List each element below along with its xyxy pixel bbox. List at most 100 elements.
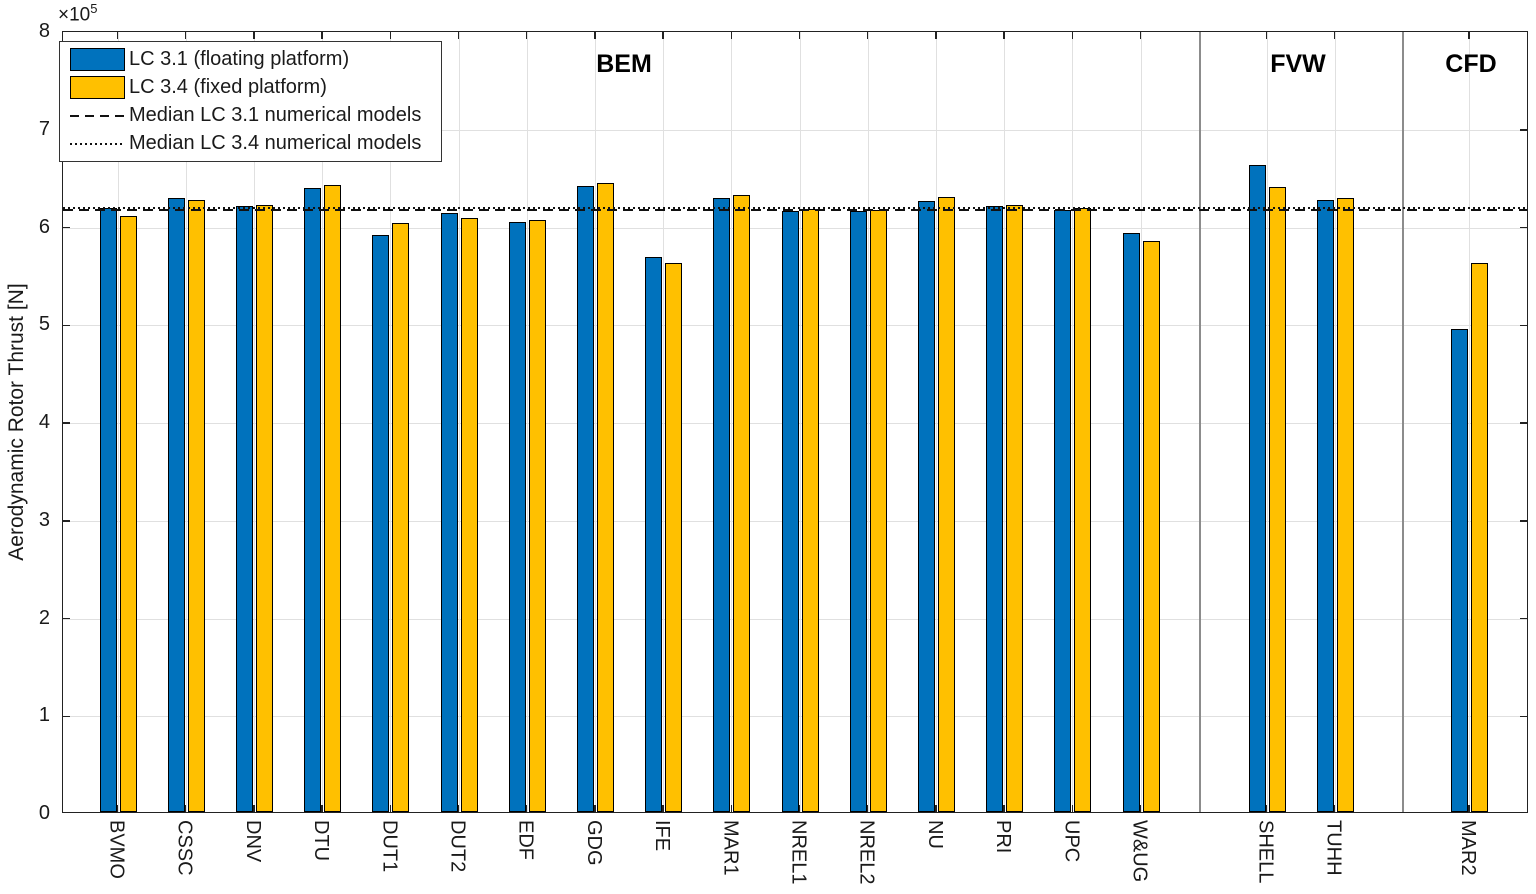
x-gridline: [594, 32, 596, 812]
x-tick-mark-top: [935, 32, 937, 39]
x-gridline: [1334, 32, 1336, 812]
y-tick-mark-right: [1520, 520, 1527, 522]
x-gridline: [322, 32, 324, 812]
x-tick-label: GDG: [582, 820, 605, 866]
y-tick-mark-left: [63, 715, 70, 717]
y-tick-mark-left: [63, 617, 70, 620]
x-tick-mark-top: [1003, 32, 1005, 39]
x-tick-mark-top: [662, 32, 664, 39]
x-tick-mark-top: [1139, 32, 1142, 39]
x-gridline: [1140, 32, 1142, 812]
bar-lc34-MAR2: [1471, 262, 1488, 812]
x-tick-mark-bottom: [935, 805, 937, 812]
y-tick-mark-right: [1520, 422, 1527, 424]
x-tick-mark-top: [798, 32, 801, 39]
bar-lc34-BVMO: [119, 215, 137, 812]
legend-item-median-lc31: Median LC 3.1 numerical models: [70, 103, 433, 129]
section-separator-2: [1401, 32, 1404, 812]
x-gridline: [253, 32, 255, 812]
x-tick-label: DUT2: [446, 820, 469, 873]
bar-lc34-GDG: [596, 182, 614, 812]
x-gridline: [1469, 32, 1470, 812]
bar-lc31-CSSC: [167, 198, 185, 812]
x-tick-mark-top: [1333, 32, 1336, 39]
bar-lc31-BVMO: [99, 207, 117, 812]
x-gridline: [867, 32, 869, 812]
x-gridline: [799, 32, 801, 812]
x-gridline: [1004, 32, 1006, 812]
x-gridline: [663, 32, 665, 812]
legend: LC 3.1 (floating platform) LC 3.4 (fixed…: [59, 41, 442, 162]
x-tick-mark-bottom: [1468, 805, 1470, 812]
x-tick-label: SHELL: [1254, 820, 1277, 884]
bar-lc31-NU: [917, 201, 935, 812]
bar-lc31-IFE: [645, 256, 663, 812]
y-gridline: [63, 129, 1527, 131]
x-tick-mark-bottom: [594, 805, 596, 812]
x-tick-mark-top: [1468, 32, 1470, 39]
y-tick-mark-right: [1520, 617, 1527, 620]
x-gridline: [390, 32, 392, 812]
x-tick-label: NREL1: [787, 820, 810, 885]
y-tick-label: 2: [38, 606, 50, 629]
y-tick-mark-left: [63, 422, 70, 424]
legend-label-lc34: LC 3.4 (fixed platform): [129, 75, 327, 98]
x-tick-mark-top: [253, 32, 255, 39]
x-tick-label: NREL2: [855, 820, 878, 885]
x-tick-mark-top: [184, 32, 187, 39]
y-tick-label: 6: [38, 215, 50, 238]
bar-lc34-CSSC: [187, 200, 205, 812]
y-tick-label: 3: [38, 508, 50, 531]
x-tick-mark-top: [866, 32, 869, 39]
legend-label-lc31: LC 3.1 (floating platform): [129, 47, 350, 70]
x-tick-mark-top: [730, 32, 733, 39]
median-line-dashed: [63, 208, 1527, 211]
legend-item-median-lc34: Median LC 3.4 numerical models: [70, 131, 433, 157]
x-tick-mark-bottom: [1265, 805, 1268, 812]
x-tick-label: DUT1: [378, 820, 401, 873]
bar-lc31-DUT1: [372, 235, 390, 812]
median-line-dotted: [63, 206, 1527, 209]
x-gridline: [526, 32, 528, 812]
x-gridline: [117, 32, 119, 812]
bar-lc31-TUHH: [1316, 200, 1334, 812]
x-tick-label: UPC: [1060, 820, 1083, 863]
x-tick-mark-bottom: [321, 805, 323, 812]
x-tick-label: NU: [923, 820, 946, 849]
x-tick-mark-bottom: [1333, 805, 1336, 812]
x-tick-mark-bottom: [525, 805, 528, 812]
section-label-cfd: CFD: [1445, 50, 1497, 78]
bar-lc31-DNV: [235, 205, 253, 812]
y-tick-label: 0: [38, 802, 50, 824]
x-tick-mark-bottom: [1139, 805, 1142, 812]
y-tick-mark-right: [1520, 324, 1527, 326]
bar-lc34-NREL1: [801, 208, 819, 812]
x-tick-label: EDF: [514, 820, 537, 860]
y-tick-label: 4: [38, 411, 50, 433]
x-tick-mark-bottom: [389, 805, 392, 812]
bar-lc34-DUT2: [460, 217, 478, 812]
bar-lc31-UPC: [1054, 209, 1072, 812]
x-tick-label: TUHH: [1322, 820, 1345, 876]
x-tick-label: DNV: [241, 820, 264, 863]
bar-lc34-IFE: [665, 262, 683, 812]
x-tick-label: IFE: [651, 820, 674, 852]
y-axis-exponent-base: ×10: [58, 4, 91, 26]
bar-lc31-SHELL: [1248, 164, 1266, 812]
y-tick-mark-left: [63, 520, 70, 522]
x-gridline: [1266, 32, 1268, 812]
bar-lc34-TUHH: [1336, 198, 1354, 812]
bar-lc34-PRI: [1006, 204, 1024, 812]
x-tick-mark-top: [525, 32, 528, 39]
legend-label-median-lc34: Median LC 3.4 numerical models: [129, 132, 422, 155]
x-tick-mark-bottom: [1003, 805, 1005, 812]
x-gridline: [1072, 32, 1074, 812]
bar-lc31-MAR2: [1451, 329, 1468, 812]
bar-lc31-MAR1: [713, 198, 731, 812]
x-tick-mark-bottom: [730, 805, 733, 812]
y-tick-label: 7: [38, 117, 50, 140]
x-tick-label: PRI: [992, 820, 1015, 854]
legend-item-lc34: LC 3.4 (fixed platform): [70, 74, 433, 100]
x-tick-mark-bottom: [184, 805, 187, 812]
